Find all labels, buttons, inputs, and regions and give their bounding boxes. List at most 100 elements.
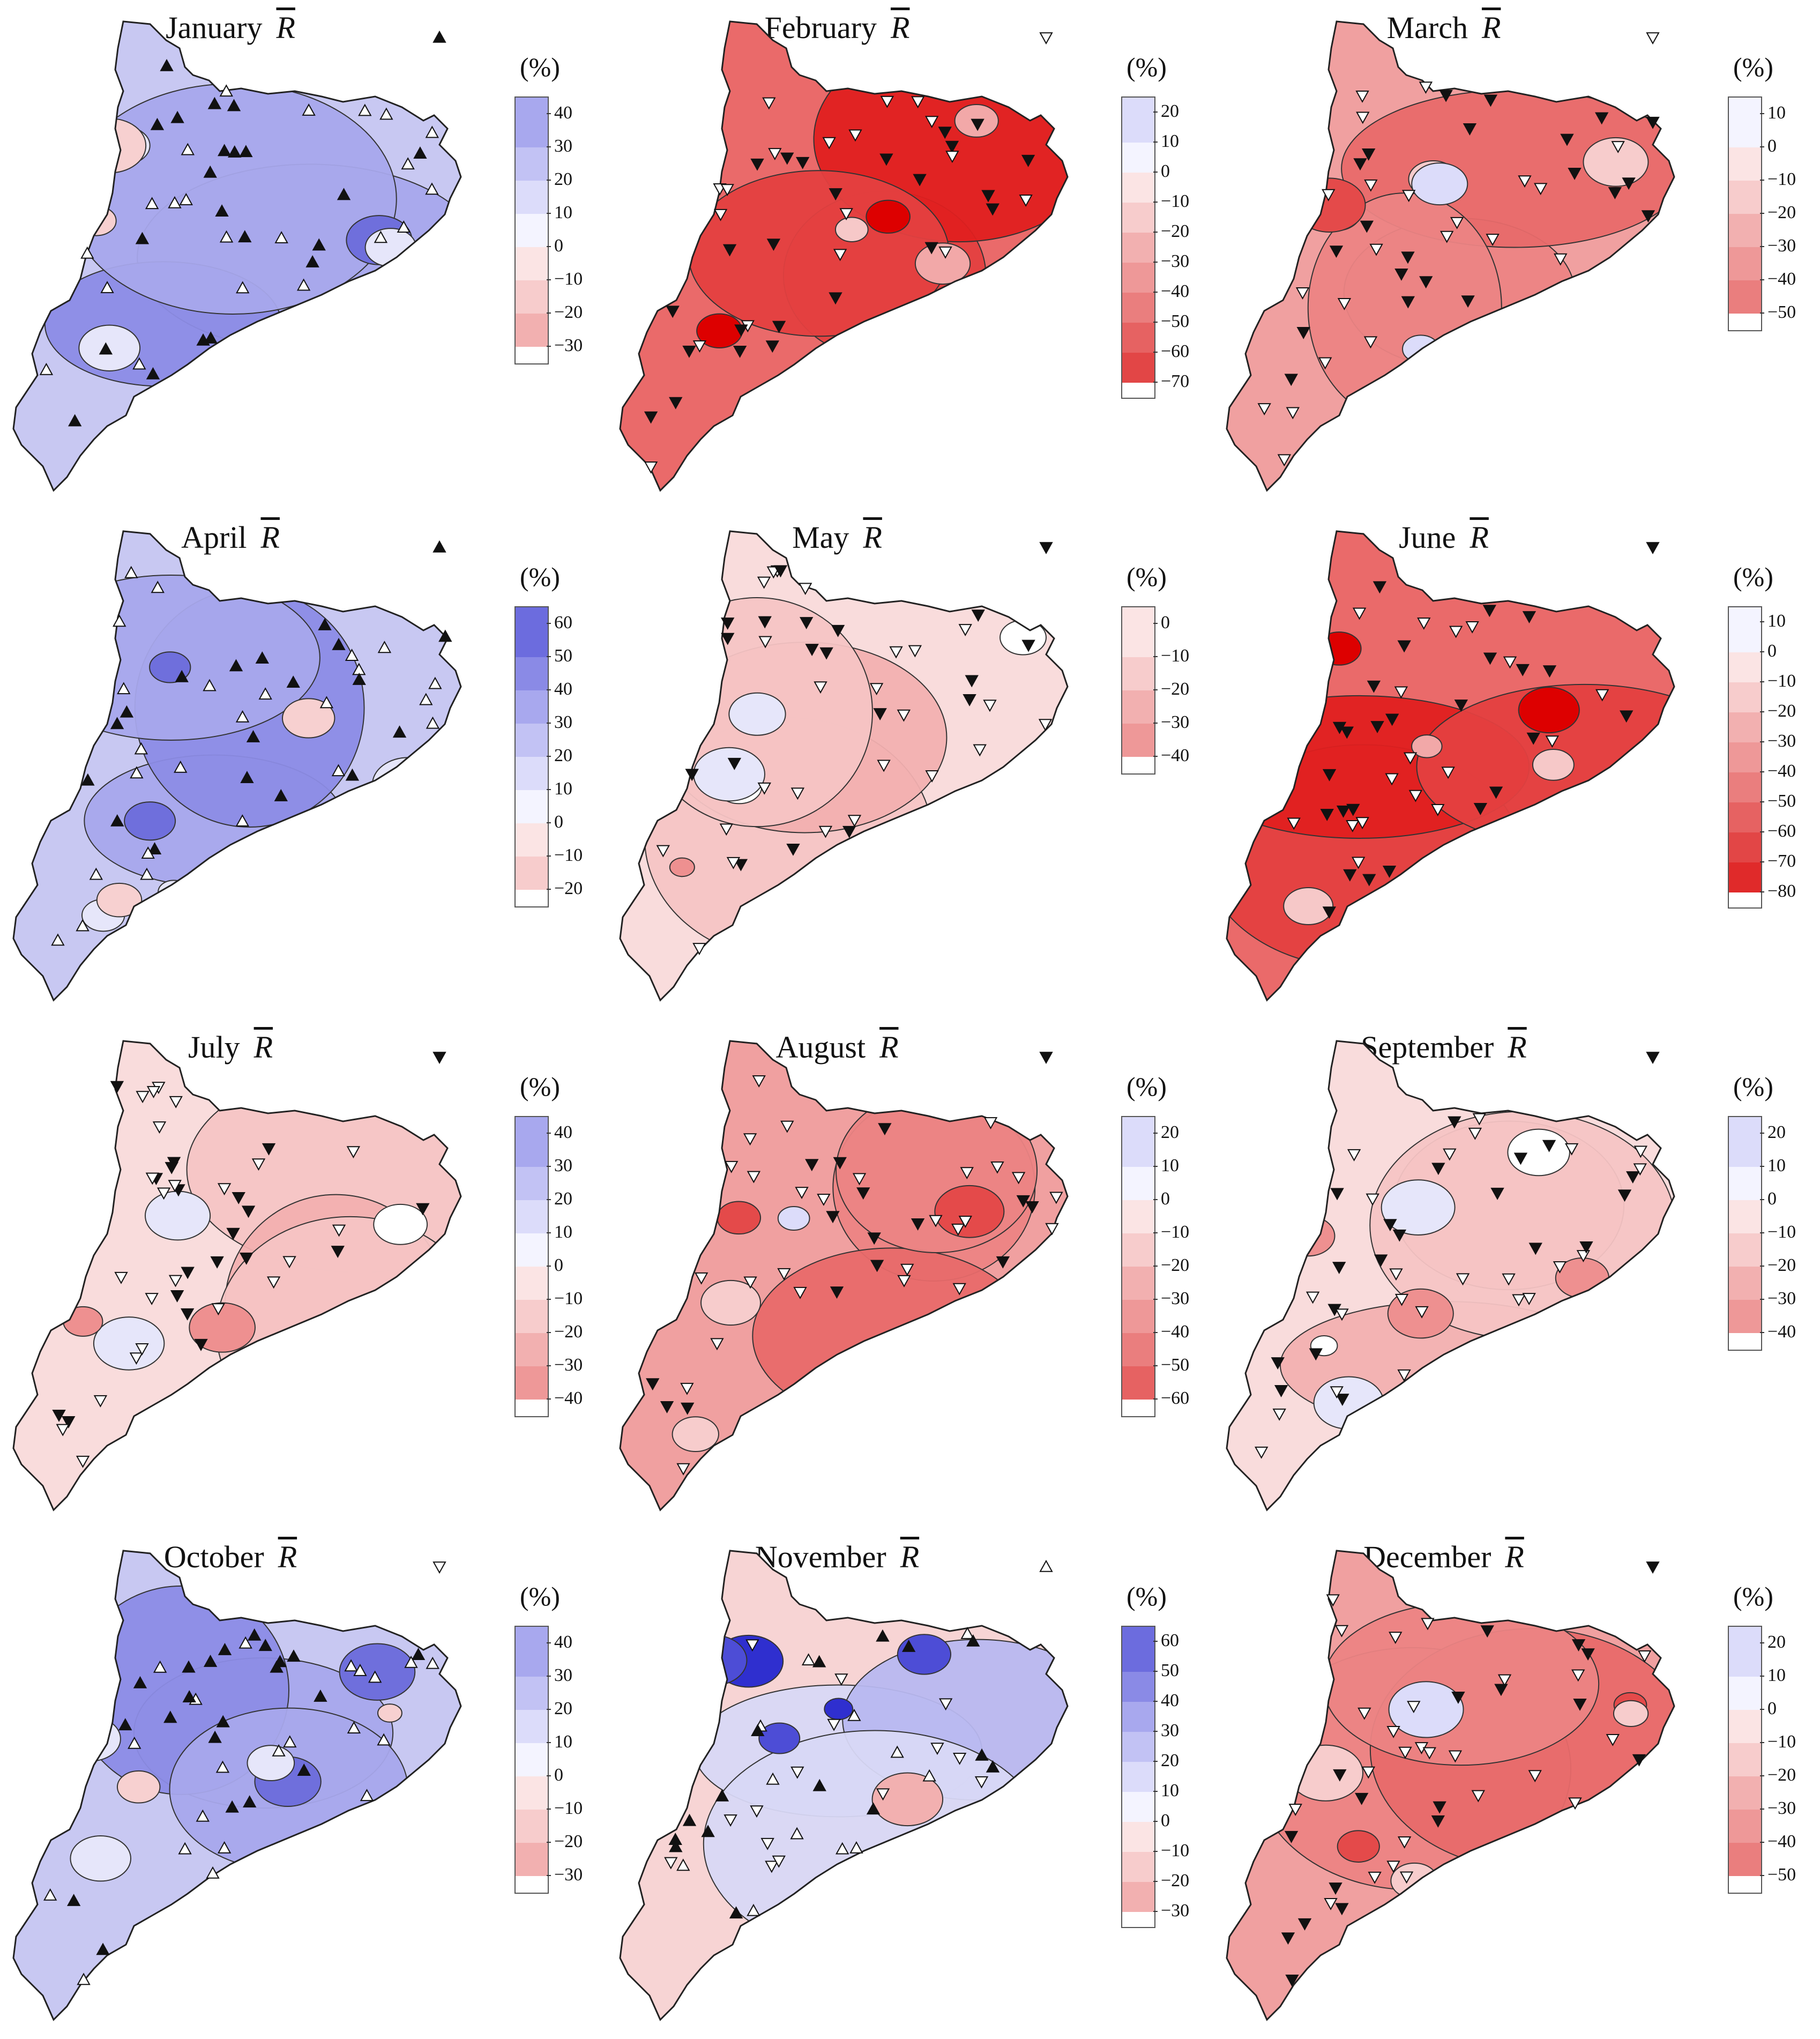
station-marker	[204, 331, 218, 344]
legend-tick	[547, 1232, 551, 1233]
station-marker	[219, 84, 233, 97]
station-marker	[377, 641, 392, 653]
station-marker	[165, 1162, 178, 1174]
station-marker	[1336, 805, 1351, 818]
legend-tick-label: 20	[1161, 101, 1179, 121]
legend-tick-label: 20	[554, 746, 572, 765]
station-marker	[713, 209, 728, 221]
station-marker	[238, 1636, 252, 1649]
station-marker	[331, 1246, 345, 1259]
station-marker	[1516, 664, 1530, 676]
station-marker	[1419, 276, 1433, 289]
contour-spot	[96, 882, 143, 918]
legend-tick-label: −20	[554, 1322, 583, 1342]
station-marker	[1528, 1770, 1542, 1783]
panel-title: January R	[0, 10, 461, 46]
station-marker	[243, 1795, 257, 1808]
station-marker	[1355, 1792, 1369, 1805]
legend-swatch	[516, 1200, 548, 1233]
station-marker	[236, 281, 250, 294]
station-marker	[1564, 1143, 1579, 1156]
station-marker	[856, 1187, 870, 1200]
station-marker	[878, 1123, 892, 1136]
station-marker	[110, 1081, 124, 1093]
legend-swatch	[516, 147, 548, 181]
station-marker	[239, 145, 253, 158]
legend-tick	[1760, 1166, 1764, 1167]
legend-tick-label: 0	[1161, 1189, 1170, 1209]
r-bar-symbol: R	[260, 520, 280, 555]
station-marker	[1297, 1918, 1312, 1931]
station-marker	[747, 1903, 760, 1916]
station-marker	[842, 825, 856, 838]
station-marker	[377, 1733, 391, 1746]
contour-spot	[834, 217, 869, 243]
station-marker	[56, 1424, 70, 1437]
station-marker	[646, 1378, 660, 1391]
contour-spot	[93, 1316, 165, 1371]
station-marker	[226, 1227, 240, 1240]
station-marker	[1326, 1594, 1340, 1607]
legend-swatch	[516, 1776, 548, 1810]
legend-tick-label: −10	[1161, 1841, 1190, 1861]
contour-spot	[871, 1772, 944, 1827]
station-marker	[296, 278, 311, 291]
legend-swatch	[1122, 724, 1154, 757]
legend-tick-label: 30	[554, 1665, 572, 1685]
legend-swatch	[516, 280, 548, 314]
legend-tick-label: −50	[1161, 1355, 1190, 1375]
station-marker	[196, 1809, 210, 1822]
station-marker	[217, 1841, 232, 1854]
catalonia-map	[12, 1550, 462, 2021]
station-marker	[799, 583, 812, 596]
legend-tick	[1760, 113, 1764, 114]
station-marker	[685, 769, 699, 782]
legend-tick-label: −50	[1767, 302, 1796, 322]
station-marker	[1329, 1882, 1342, 1895]
month-label: February	[764, 10, 877, 45]
legend-swatch	[1122, 1852, 1154, 1882]
station-marker	[849, 1841, 863, 1854]
legend-tick	[547, 1676, 551, 1677]
contour-spot	[1411, 734, 1443, 758]
panel-title: August R	[607, 1029, 1068, 1065]
legend-tick-label: 10	[554, 779, 572, 799]
station-marker	[694, 1272, 708, 1285]
station-marker	[848, 129, 862, 142]
station-marker	[913, 174, 927, 187]
legend-tick-label: 0	[1161, 1811, 1170, 1830]
map-panel-september: September R (%) 20 10 0 −10 −20 −30 −40	[1213, 1020, 1820, 1529]
station-marker	[644, 461, 658, 474]
station-marker	[981, 190, 995, 203]
station-marker	[146, 367, 160, 379]
station-marker	[911, 1218, 925, 1231]
station-marker	[1542, 665, 1557, 678]
legend-swatch	[1122, 1762, 1154, 1792]
station-marker	[790, 1827, 804, 1840]
legend-tick	[1153, 1761, 1158, 1762]
panel-title: March R	[1213, 10, 1674, 46]
station-marker	[975, 1748, 989, 1761]
legend-tick	[547, 1133, 551, 1134]
corner-marker	[1039, 1052, 1053, 1065]
station-marker	[682, 1813, 697, 1826]
legend-swatch	[1122, 1627, 1154, 1642]
station-marker	[76, 919, 89, 932]
legend-swatch	[1729, 1117, 1761, 1134]
legend-tick	[1153, 756, 1158, 757]
station-marker	[168, 1275, 183, 1288]
legend-tick	[547, 723, 551, 724]
station-marker	[1579, 1241, 1593, 1254]
station-marker	[145, 1172, 160, 1185]
region-outline	[12, 1550, 462, 2021]
station-marker	[314, 1690, 327, 1702]
station-marker	[302, 103, 316, 116]
contour-band	[1323, 1602, 1600, 1766]
legend-tick-label: −20	[554, 879, 583, 898]
station-marker	[413, 146, 427, 159]
legend-tick-label: 0	[554, 812, 563, 832]
station-marker	[1366, 1193, 1379, 1206]
station-marker	[153, 1660, 167, 1673]
legend-tick	[1760, 831, 1764, 832]
station-marker	[834, 1673, 848, 1686]
